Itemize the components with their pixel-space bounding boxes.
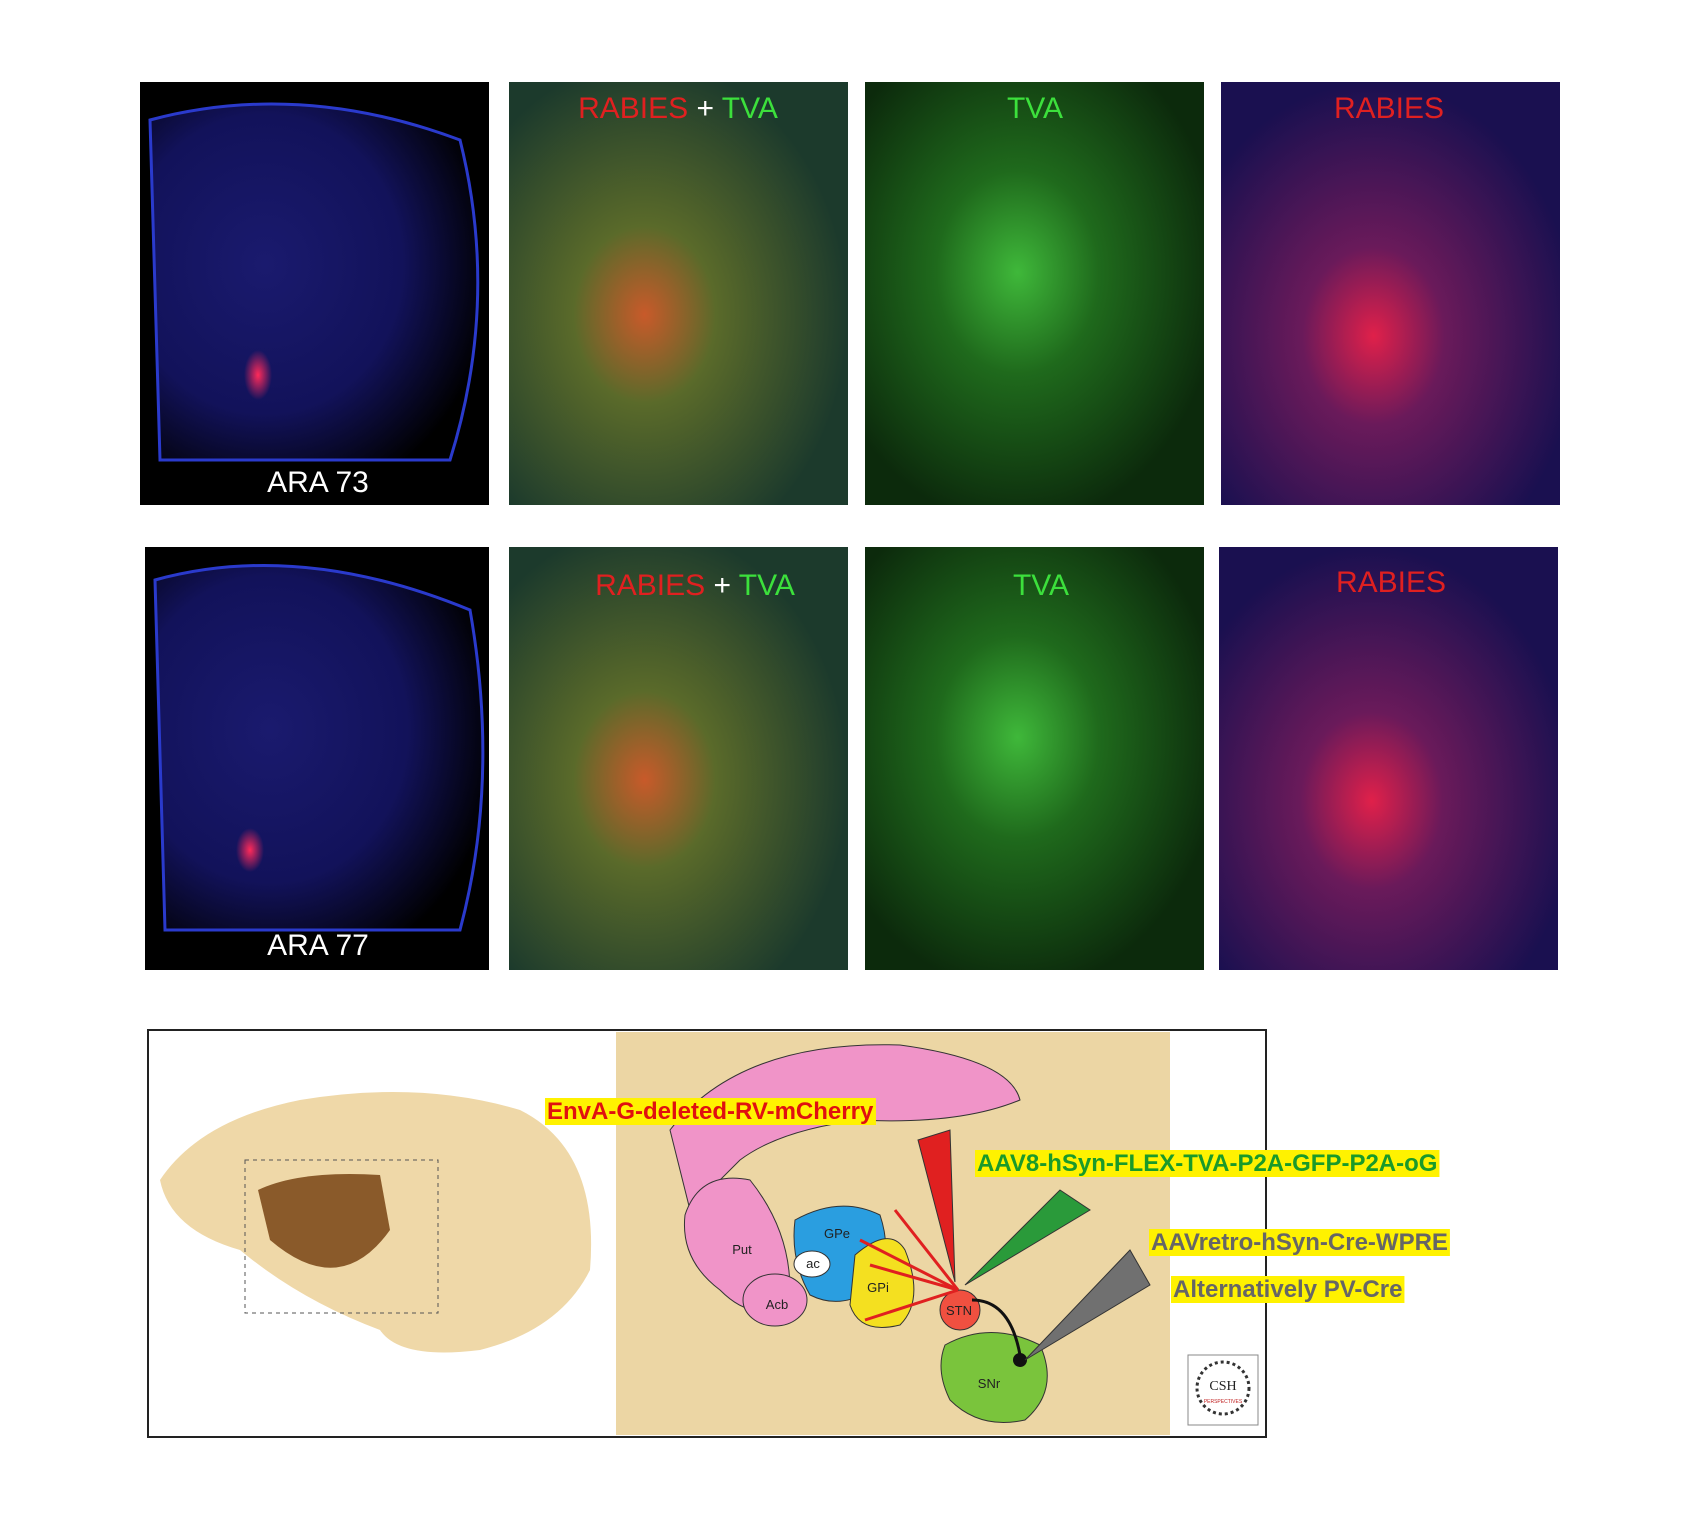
- virus-label: AAVretro-hSyn-Cre-WPRE: [1151, 1229, 1448, 1256]
- injection-spot: [236, 828, 264, 872]
- virus-label: AAV8-hSyn-FLEX-TVA-P2A-GFP-P2A-oG: [977, 1150, 1437, 1177]
- inhibitory-arrow: [971, 1298, 1022, 1356]
- green-panel: [865, 82, 1204, 505]
- region-label: SNr: [978, 1376, 1001, 1391]
- row-1: ARA 73 RABIES + TVA TVA RABIES: [140, 82, 1560, 505]
- merge-label: RABIES + TVA: [578, 92, 778, 125]
- virus-label: Alternatively PV-Cre: [1173, 1276, 1402, 1303]
- diagram: Put ac GPe GPi Acb STN SNr EnvA-G-delete…: [147, 1029, 1450, 1438]
- basal-ganglia: [258, 1174, 390, 1268]
- injection-green: [964, 1189, 1091, 1286]
- atlas-label: ARA 73: [267, 466, 369, 499]
- label-highlight: [1171, 1276, 1405, 1303]
- region-label: ac: [806, 1256, 820, 1271]
- logo-ring: [1195, 1360, 1251, 1416]
- region-stn: [939, 1289, 981, 1331]
- logo-box: [1187, 1354, 1259, 1426]
- merge-panel: [509, 82, 848, 505]
- region-label: STN: [946, 1303, 972, 1318]
- logo-subtext: PERSPECTIVES: [1204, 1399, 1243, 1405]
- green-label: TVA: [1013, 569, 1069, 602]
- region-label: GPe: [824, 1226, 850, 1241]
- region-ac: [793, 1250, 831, 1278]
- injection-gray: [1024, 1249, 1151, 1361]
- label-highlight: [975, 1150, 1440, 1177]
- red-panel: [1219, 547, 1558, 970]
- row-2: ARA 77 RABIES + TVA TVA RABIES: [145, 547, 1558, 970]
- region-label: Put: [732, 1242, 752, 1257]
- label-highlight: [545, 1098, 876, 1125]
- region-label: GPi: [867, 1280, 889, 1295]
- red-label: RABIES: [1336, 566, 1446, 599]
- green-label: TVA: [1007, 92, 1063, 125]
- region-acb: [742, 1273, 808, 1327]
- logo-text: CSH: [1209, 1379, 1236, 1394]
- red-panel: [1221, 82, 1560, 505]
- green-panel: [865, 547, 1204, 970]
- brain-section: [153, 563, 485, 932]
- sn-cell: [1013, 1353, 1027, 1367]
- merge-label: RABIES + TVA: [595, 569, 795, 602]
- injection-spot: [244, 350, 272, 400]
- red-label: RABIES: [1334, 92, 1444, 125]
- brain-section: [148, 102, 480, 462]
- zoom-box: [244, 1159, 439, 1314]
- region-label: Acb: [766, 1297, 788, 1312]
- injection-red: [917, 1129, 956, 1283]
- projection-arrows: [859, 1209, 960, 1322]
- atlas-label: ARA 77: [267, 929, 369, 962]
- virus-label: EnvA-G-deleted-RV-mCherry: [547, 1098, 874, 1125]
- merge-panel: [509, 547, 848, 970]
- cortex-region: [669, 1044, 1021, 1211]
- label-highlight: [1149, 1229, 1450, 1256]
